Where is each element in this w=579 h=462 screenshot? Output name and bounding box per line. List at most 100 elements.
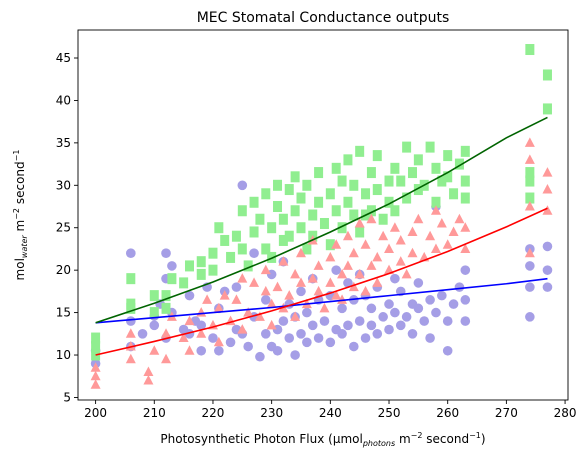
y-label-sub: water <box>20 235 29 259</box>
scatter-point-square <box>407 167 417 179</box>
scatter-point-triangle <box>524 247 535 258</box>
y-label-mid: m <box>13 220 27 236</box>
y-tick-label: 30 <box>56 178 71 192</box>
scatter-point-square <box>337 175 347 187</box>
scatter-point-square <box>431 162 441 174</box>
scatter-point-triangle <box>260 285 271 296</box>
scatter-point-square <box>278 234 288 246</box>
scatter-point-triangle <box>366 260 377 270</box>
scatter-point-square <box>196 268 206 280</box>
scatter-point-square <box>261 188 271 200</box>
scatter-point-square <box>208 264 218 276</box>
scatter-point-circle <box>431 307 441 318</box>
scatter-point-circle <box>243 341 253 352</box>
scatter-point-circle <box>296 329 306 339</box>
x-tick-label: 280 <box>554 406 577 420</box>
scatter-point-circle <box>302 337 312 348</box>
scatter-point-circle <box>302 307 312 318</box>
scatter-point-square <box>284 184 294 196</box>
scatter-point-circle <box>325 337 336 348</box>
scatter-point-triangle <box>425 230 436 241</box>
scatter-point-square <box>91 341 101 353</box>
scatter-point-circle <box>542 282 553 292</box>
scatter-point-circle <box>525 261 535 271</box>
scatter-point-square <box>284 230 294 242</box>
scatter-point-circle <box>419 316 430 326</box>
scatter-point-triangle <box>442 239 453 249</box>
scatter-point-square <box>179 277 189 289</box>
scatter-point-square <box>331 162 341 174</box>
scatter-point-square <box>290 171 300 183</box>
scatter-point-square <box>449 188 459 200</box>
scatter-point-circle <box>343 278 353 288</box>
x-label-sup2: −1 <box>469 431 481 440</box>
x-label-sup1: −2 <box>411 431 423 440</box>
scatter-point-triangle <box>284 290 295 300</box>
scatter-point-triangle <box>454 213 465 224</box>
y-axis-ticks: 5 10 15 20 25 30 35 40 45 <box>56 51 78 404</box>
scatter-point-triangle <box>331 290 342 300</box>
scatter-point-square <box>149 290 159 302</box>
scatter-point-circle <box>460 265 471 275</box>
scatter-point-triangle <box>295 247 306 258</box>
scatter-point-triangle <box>407 247 418 258</box>
scatter-point-circle <box>448 299 459 309</box>
scatter-point-square <box>402 141 412 153</box>
scatter-point-triangle <box>313 260 324 270</box>
x-tick-label: 240 <box>319 406 342 420</box>
scatter-point-circle <box>149 320 160 331</box>
scatter-point-triangle <box>337 268 348 279</box>
scatter-point-square <box>396 175 406 187</box>
scatter-point-square <box>431 196 441 208</box>
scatter-point-circle <box>278 316 289 326</box>
scatter-point-square <box>149 307 159 319</box>
scatter-point-triangle <box>307 273 318 283</box>
scatter-point-square <box>161 302 171 314</box>
scatter-point-triangle <box>348 281 359 292</box>
scatter-point-square <box>378 213 388 225</box>
x-label-mid: m <box>395 432 411 446</box>
y-tick-label: 35 <box>56 136 71 150</box>
scatter-point-square <box>208 247 218 259</box>
scatter-point-square <box>542 103 552 115</box>
scatter-point-square <box>331 205 341 217</box>
scatter-point-circle <box>290 350 300 360</box>
scatter-point-triangle <box>237 324 248 334</box>
scatter-point-circle <box>337 329 347 339</box>
scatter-point-triangle <box>313 285 324 296</box>
scatter-point-circle <box>231 282 242 292</box>
scatter-point-triangle <box>143 374 154 385</box>
scatter-point-circle <box>313 333 324 343</box>
y-tick-label: 10 <box>56 348 71 362</box>
y-label-prefix: mol <box>13 258 27 280</box>
x-tick-label: 220 <box>202 406 225 420</box>
scatter-point-triangle <box>196 307 207 317</box>
scatter-point-square <box>355 145 365 157</box>
fit-line <box>95 116 548 324</box>
scatter-point-circle <box>413 278 424 288</box>
scatter-point-circle <box>390 273 400 284</box>
scatter-point-square <box>255 213 265 225</box>
scatter-point-circle <box>442 345 453 356</box>
scatter-point-square <box>525 167 535 179</box>
scatter-point-square <box>314 167 324 179</box>
scatter-point-triangle <box>149 345 160 355</box>
scatter-point-square <box>237 205 247 217</box>
scatter-point-circle <box>255 351 265 362</box>
scatter-point-circle <box>395 320 406 331</box>
scatter-point-square <box>384 175 394 187</box>
scatter-point-triangle <box>266 298 277 309</box>
scatter-point-square <box>226 251 236 263</box>
y-tick-label: 20 <box>56 263 71 277</box>
scatter-point-circle <box>196 320 207 331</box>
scatter-point-triangle <box>231 294 242 304</box>
scatter-point-circle <box>542 241 553 252</box>
scatter-point-square <box>337 222 347 234</box>
scatter-point-square <box>390 205 400 217</box>
scatter-point-triangle <box>290 268 301 279</box>
scatter-point-triangle <box>436 217 447 228</box>
scatter-point-triangle <box>524 201 535 211</box>
scatter-point-circle <box>378 312 388 322</box>
scatter-point-circle <box>384 324 394 335</box>
